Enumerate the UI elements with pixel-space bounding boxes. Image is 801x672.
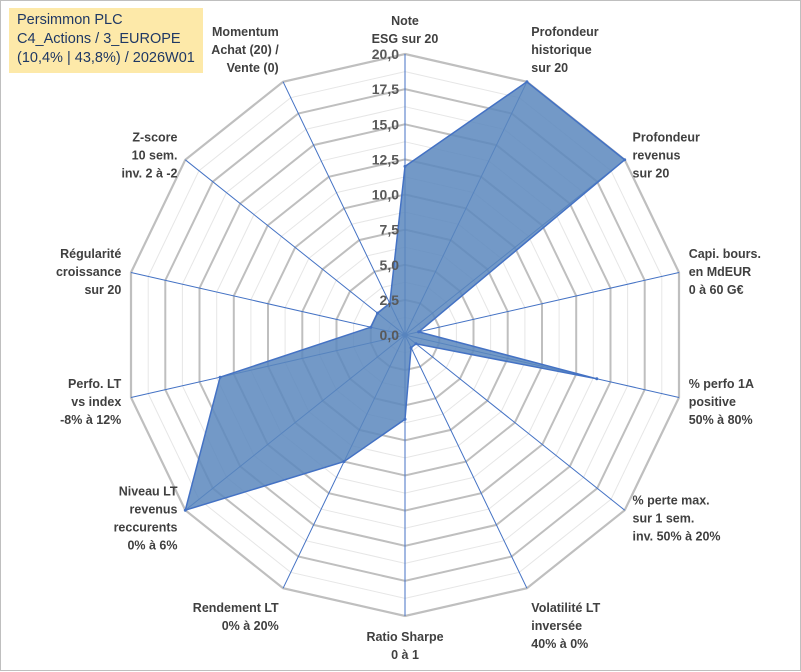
axis-label-line: inv. 2 à -2 bbox=[121, 167, 177, 181]
tick-label: 2,5 bbox=[380, 292, 400, 308]
chart-title-box: Persimmon PLC C4_Actions / 3_EUROPE (10,… bbox=[9, 8, 203, 73]
data-point bbox=[409, 346, 413, 350]
axis-label-line: 0% à 6% bbox=[127, 538, 177, 552]
tick-label: 0,0 bbox=[380, 327, 400, 343]
axis-label-line: inversée bbox=[531, 619, 582, 633]
axis-label: % perfo 1A positive 50% à 80% bbox=[689, 377, 754, 427]
axis-label-line: % perfo 1A bbox=[689, 377, 754, 391]
axis-label-line: ESG sur 20 bbox=[372, 32, 439, 46]
data-point bbox=[376, 311, 379, 315]
axis-label-line: Perfo. LT bbox=[68, 377, 122, 391]
axis-label: Perfo. LT vs index -8% à 12% bbox=[60, 377, 122, 427]
axis-label-line: reccurents bbox=[114, 520, 178, 534]
data-point bbox=[183, 508, 187, 512]
axis-label-line: Z-score bbox=[132, 131, 177, 145]
data-point bbox=[414, 342, 418, 346]
axis-label-line: Ratio Sharpe bbox=[366, 630, 443, 644]
axis-label-line: revenus bbox=[633, 149, 681, 163]
axis-spoke bbox=[404, 272, 680, 336]
axis-label: Profondeur revenus sur 20 bbox=[633, 131, 700, 181]
axis-label-line: 0% à 20% bbox=[222, 619, 279, 633]
axis-label-line: Niveau LT bbox=[119, 484, 178, 498]
axis-label-line: Capi. bours. bbox=[689, 247, 761, 261]
axis-label: % perte max. sur 1 sem. inv. 50% à 20% bbox=[633, 493, 721, 543]
axis-spoke bbox=[404, 334, 626, 511]
company-name: Persimmon PLC bbox=[17, 12, 123, 28]
axis-spoke bbox=[404, 334, 528, 589]
axis-label-line: Momentum bbox=[212, 25, 279, 39]
tick-label: 5,0 bbox=[380, 257, 400, 273]
data-point bbox=[417, 330, 421, 334]
axis-label-line: sur 20 bbox=[633, 167, 670, 181]
axis-label-line: sur 1 sem. bbox=[633, 511, 695, 525]
data-point bbox=[369, 325, 373, 329]
axis-label-line: Régularité bbox=[60, 247, 121, 261]
tick-label: 17,5 bbox=[372, 81, 399, 97]
axis-label-line: revenus bbox=[130, 502, 178, 516]
data-point bbox=[623, 158, 627, 162]
radar-axis-labels: Note ESG sur 20 Profondeur historique sur 20… bbox=[56, 14, 761, 662]
data-point bbox=[525, 80, 529, 84]
tick-label: 20,0 bbox=[372, 46, 399, 62]
axis-spoke bbox=[184, 159, 406, 336]
radar-tick-labels: 0,0 2,5 5,0 7,5 10,0 12,5 15,0 17,5 20,0 bbox=[372, 46, 399, 343]
axis-label-line: positive bbox=[689, 395, 736, 409]
axis-label-line: 50% à 80% bbox=[689, 413, 753, 427]
axis-label: Z-score 10 sem. inv. 2 à -2 bbox=[121, 131, 177, 181]
axis-label-line: -8% à 12% bbox=[60, 413, 121, 427]
axis-label: Régularité croissance sur 20 bbox=[56, 247, 121, 297]
axis-label-line: Note bbox=[391, 14, 419, 28]
axis-label: Momentum Achat (20) / Vente (0) bbox=[211, 25, 279, 75]
data-point bbox=[388, 301, 392, 305]
data-point bbox=[403, 164, 407, 168]
axis-label-line: croissance bbox=[56, 265, 121, 279]
tick-label: 12,5 bbox=[372, 151, 399, 167]
tick-label: 7,5 bbox=[380, 222, 400, 238]
axis-label: Capi. bours. en MdEUR 0 à 60 G€ bbox=[689, 247, 761, 297]
axis-label-line: en MdEUR bbox=[689, 265, 752, 279]
axis-label-line: Achat (20) / bbox=[211, 43, 279, 57]
axis-spoke bbox=[130, 272, 406, 336]
axis-label-line: Volatilité LT bbox=[531, 601, 600, 615]
axis-label-line: Rendement LT bbox=[193, 601, 279, 615]
stats-week: (10,4% | 43,8%) / 2026W01 bbox=[17, 50, 195, 66]
axis-label-line: sur 20 bbox=[84, 283, 121, 297]
axis-label-line: Profondeur bbox=[633, 131, 700, 145]
radar-series bbox=[183, 80, 627, 512]
axis-label: Volatilité LT inversée 40% à 0% bbox=[531, 601, 600, 651]
tick-label: 15,0 bbox=[372, 116, 399, 132]
category-path: C4_Actions / 3_EUROPE bbox=[17, 31, 181, 47]
axis-label-line: 0 à 1 bbox=[391, 648, 419, 662]
axis-label: Rendement LT 0% à 20% bbox=[193, 601, 279, 633]
axis-label: Profondeur historique sur 20 bbox=[531, 25, 598, 75]
axis-label-line: 0 à 60 G€ bbox=[689, 283, 744, 297]
axis-label-line: 10 sem. bbox=[132, 149, 178, 163]
data-point bbox=[403, 417, 407, 421]
axis-label: Ratio Sharpe 0 à 1 bbox=[366, 630, 443, 662]
axis-label-line: Vente (0) bbox=[227, 61, 279, 75]
axis-label-line: historique bbox=[531, 43, 591, 57]
data-point bbox=[342, 460, 346, 464]
axis-label-line: % perte max. bbox=[633, 493, 710, 507]
axis-label: Note ESG sur 20 bbox=[372, 14, 439, 46]
axis-label-line: vs index bbox=[71, 395, 121, 409]
axis-label-line: 40% à 0% bbox=[531, 637, 588, 651]
data-point bbox=[595, 377, 599, 381]
axis-label-line: sur 20 bbox=[531, 61, 568, 75]
data-point bbox=[218, 375, 222, 379]
axis-spoke bbox=[282, 81, 406, 336]
axis-label-line: Profondeur bbox=[531, 25, 598, 39]
axis-label-line: inv. 50% à 20% bbox=[633, 529, 721, 543]
axis-label: Niveau LT revenus reccurents 0% à 6% bbox=[114, 484, 178, 552]
tick-label: 10,0 bbox=[372, 187, 399, 203]
